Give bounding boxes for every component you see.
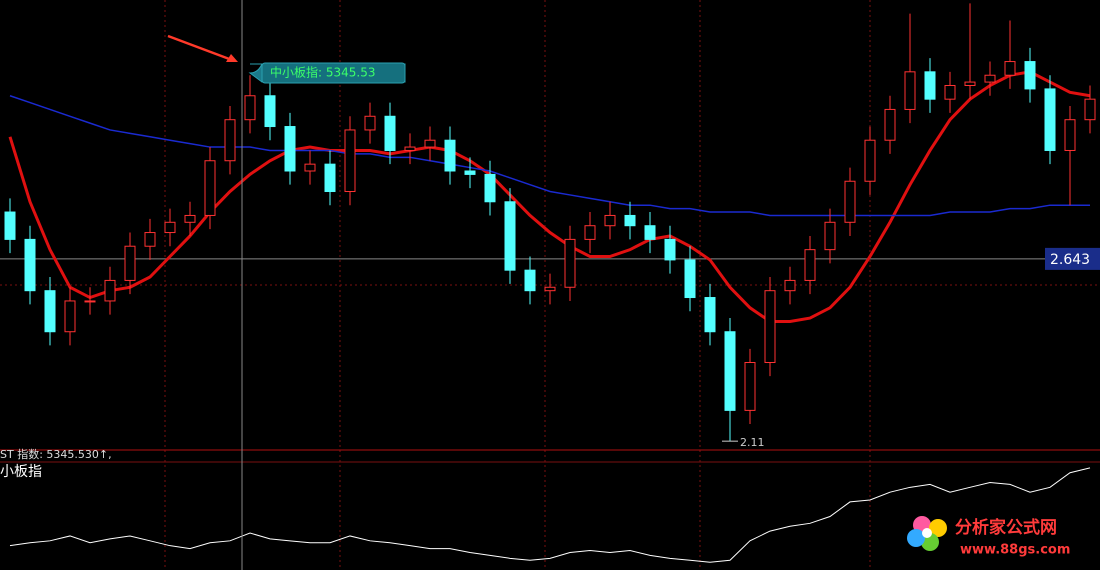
candle-body bbox=[404, 146, 416, 151]
candle-body bbox=[204, 160, 216, 216]
candle-body bbox=[1004, 61, 1016, 76]
candle-body bbox=[584, 225, 596, 240]
candle-body bbox=[124, 245, 136, 281]
candle-body bbox=[984, 74, 996, 83]
candle-body bbox=[804, 249, 816, 281]
candle-body bbox=[344, 129, 356, 193]
indicator-title: ST 指数: 5345.530↑, bbox=[0, 447, 112, 461]
indicator-panel bbox=[9, 467, 1091, 563]
candle-body bbox=[324, 163, 336, 193]
candle-body bbox=[364, 115, 376, 131]
tooltip-box bbox=[261, 62, 406, 84]
candle-body bbox=[1084, 98, 1096, 121]
candle-body bbox=[504, 201, 516, 271]
indicator-line bbox=[9, 467, 1091, 563]
watermark-title: 分析家公式网 bbox=[955, 517, 1057, 538]
candle-body bbox=[644, 225, 656, 240]
candle-body bbox=[544, 286, 556, 292]
candle-body bbox=[1044, 88, 1056, 151]
watermark-url: www.88gs.com bbox=[960, 543, 1070, 558]
candle-body bbox=[724, 331, 736, 411]
candle-body bbox=[384, 115, 396, 151]
candle-body bbox=[264, 95, 276, 128]
candle-body bbox=[924, 71, 936, 100]
candle-body bbox=[844, 180, 856, 223]
candle-body bbox=[684, 259, 696, 299]
candle-body bbox=[904, 71, 916, 110]
candle-body bbox=[704, 297, 716, 333]
arrow-head bbox=[226, 54, 238, 62]
candle-body bbox=[284, 126, 296, 172]
candle-body bbox=[964, 81, 976, 86]
watermark: 分析家公式网 www.88gs.com bbox=[907, 516, 1070, 558]
candle-body bbox=[564, 238, 576, 288]
candle-body bbox=[424, 139, 436, 148]
low-label: 2.11 bbox=[740, 436, 765, 449]
candle-body bbox=[764, 290, 776, 364]
candle-body bbox=[304, 163, 316, 172]
candle-body bbox=[24, 238, 36, 292]
candle-body bbox=[524, 269, 536, 292]
candle-body bbox=[1024, 61, 1036, 90]
logo-petal bbox=[907, 529, 925, 547]
candle-body bbox=[464, 170, 476, 175]
indicator-name: 小板指 bbox=[0, 464, 42, 480]
price-label: 2.643 bbox=[1050, 252, 1090, 268]
price-panel: 2.643 2.11 中小板指: 5345.53 bbox=[0, 3, 1100, 449]
candle-body bbox=[84, 300, 96, 303]
moving-average bbox=[9, 95, 1090, 217]
candle-body bbox=[184, 214, 196, 223]
price-label-box bbox=[1045, 247, 1100, 270]
candle-body bbox=[1064, 119, 1076, 151]
candle-body bbox=[884, 108, 896, 141]
candle-body bbox=[664, 238, 676, 261]
candle-body bbox=[944, 84, 956, 100]
candle-body bbox=[744, 362, 756, 411]
candle-body bbox=[164, 221, 176, 234]
candle-body bbox=[244, 95, 256, 121]
candle-body bbox=[4, 211, 16, 240]
arrow bbox=[167, 34, 233, 62]
candle-body bbox=[444, 139, 456, 172]
logo-center bbox=[922, 528, 932, 538]
tooltip: 中小板指: 5345.53 bbox=[270, 65, 375, 80]
candle-body bbox=[484, 173, 496, 203]
candle-body bbox=[864, 139, 876, 182]
candle-body bbox=[144, 232, 156, 247]
candle-body bbox=[784, 279, 796, 292]
candle-body bbox=[104, 279, 116, 302]
candle-body bbox=[224, 119, 236, 162]
candle-body bbox=[44, 290, 56, 333]
candle-body bbox=[604, 214, 616, 227]
candle-body bbox=[624, 214, 636, 227]
candle-body bbox=[64, 300, 76, 333]
candle-body bbox=[824, 221, 836, 251]
logo-petal bbox=[929, 519, 947, 537]
